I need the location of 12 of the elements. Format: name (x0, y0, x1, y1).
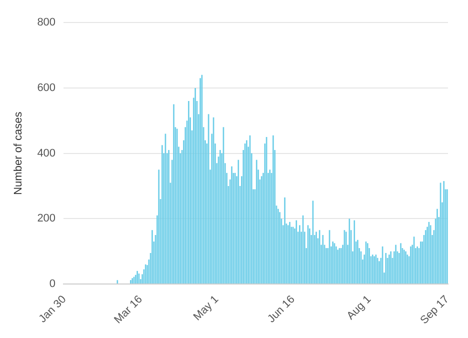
y-tick-label: 200 (37, 212, 56, 225)
x-tick-label: May 1 (191, 293, 222, 324)
x-tick-label: Jan 30 (36, 293, 69, 326)
x-tick-label: Sep 17 (418, 293, 452, 327)
y-tick-label: 600 (37, 82, 56, 94)
y-tick-label: 0 (49, 278, 56, 290)
y-tick-label: 400 (37, 147, 56, 160)
x-tick-label: Aug 1 (344, 293, 374, 322)
y-axis-title: Number of cases (12, 111, 25, 195)
x-tick-label: Jun 16 (265, 293, 298, 326)
x-tick-label: Mar 16 (112, 293, 145, 326)
y-tick-label: 800 (37, 16, 56, 29)
